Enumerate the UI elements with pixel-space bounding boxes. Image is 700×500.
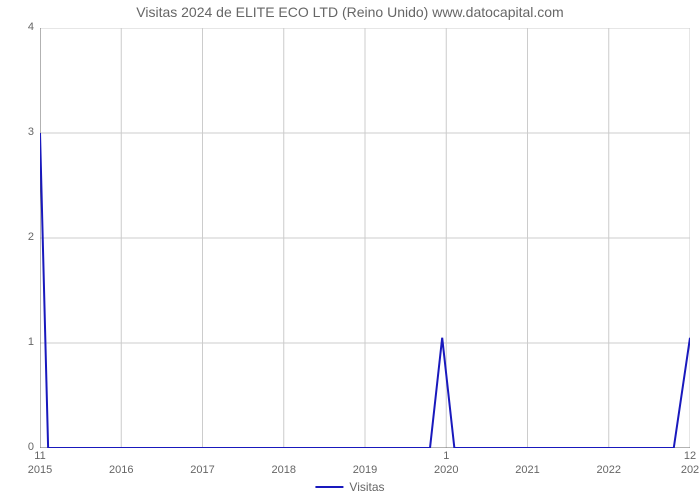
x-tick-label: 2019	[353, 464, 377, 476]
x-tick-label: 2015	[28, 464, 52, 476]
chart-legend: Visitas	[315, 480, 384, 494]
y-tick-label: 0	[12, 441, 34, 453]
y-tick-label: 4	[12, 21, 34, 33]
x-tick-label: 2022	[597, 464, 621, 476]
secondary-x-label: 11	[34, 450, 45, 462]
x-tick-label: 2020	[434, 464, 458, 476]
x-tick-label: 2016	[109, 464, 133, 476]
legend-label: Visitas	[349, 480, 384, 494]
x-tick-label: 2017	[190, 464, 214, 476]
x-tick-label: 202	[681, 464, 699, 476]
y-tick-label: 2	[12, 231, 34, 243]
chart-title: Visitas 2024 de ELITE ECO LTD (Reino Uni…	[0, 4, 700, 20]
secondary-x-label: 12	[684, 450, 696, 462]
secondary-x-label: 1	[443, 450, 449, 462]
x-tick-label: 2021	[515, 464, 539, 476]
x-tick-label: 2018	[272, 464, 296, 476]
visits-line-chart: Visitas 2024 de ELITE ECO LTD (Reino Uni…	[0, 0, 700, 500]
legend-swatch	[315, 486, 343, 488]
plot-area	[40, 28, 690, 448]
y-tick-label: 1	[12, 336, 34, 348]
y-tick-label: 3	[12, 126, 34, 138]
